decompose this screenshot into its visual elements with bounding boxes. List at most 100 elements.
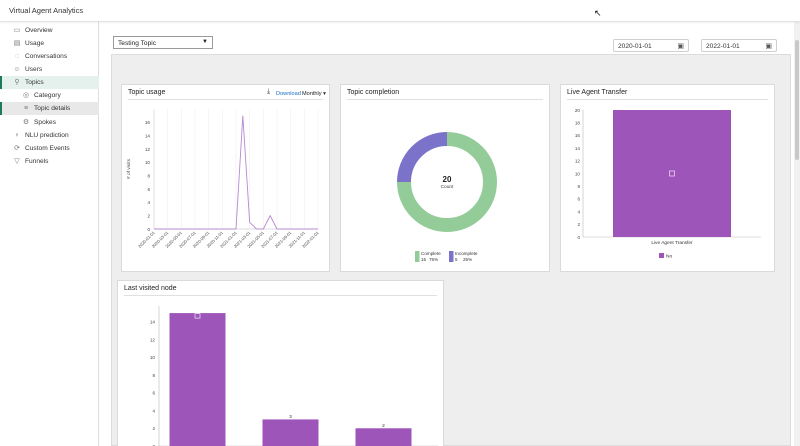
legend-label: No — [666, 254, 672, 260]
sidebar-item-usage[interactable]: ▤ Usage — [0, 37, 99, 50]
start-date-input[interactable]: 2020-01-01 ▣ — [613, 39, 689, 52]
y-tick-label: 14 — [575, 146, 581, 151]
main-area: 2020-01-01 ▣ 2022-01-01 ▣ Testing Topic … — [100, 22, 800, 446]
sidebar-item-category[interactable]: ◎ Category — [0, 89, 99, 102]
topics-icon: ⚲ — [14, 78, 20, 86]
download-icon[interactable]: ⤓ — [267, 88, 271, 95]
y-tick-label: 16 — [145, 120, 151, 125]
legend-label: Incomplete — [455, 251, 478, 256]
topic-usage-card: Topic usage ⤓ Download Monthly ▾ 0 2 4 6 8 10… — [121, 84, 330, 272]
sidebar-item-spokes[interactable]: ⚙ Spokes — [0, 116, 99, 129]
chart-icon: ▤ — [13, 39, 21, 47]
donut-slice-incomplete — [397, 132, 448, 183]
funnel-icon: ▽ — [14, 157, 20, 165]
y-tick-label: 6 — [577, 197, 580, 202]
sidebar-item-custom-events[interactable]: ⟳ Custom Events — [0, 142, 99, 155]
donut-center-label: Count — [441, 184, 454, 190]
donut-center-value: 20 — [443, 175, 452, 184]
y-tick-label: 16 — [575, 133, 581, 138]
divider — [128, 99, 323, 100]
topic-usage-line-chart: 02468101214162020-01-012020-03-012020-05… — [126, 109, 320, 249]
usage-series-line — [154, 115, 318, 230]
sidebar-item-nlu-prediction[interactable]: ♀ NLU prediction — [0, 129, 99, 142]
card-title: Topic completion — [347, 89, 400, 96]
sidebar-item-topics[interactable]: ⚲ Topics — [0, 76, 99, 89]
card-title: Topic usage — [128, 89, 166, 96]
last-visited-node-card: Last visited node 02468101214End3Start2Y… — [117, 280, 444, 446]
sidebar-item-overview[interactable]: ▭ Overview — [0, 24, 99, 37]
card-title: Last visited node — [124, 285, 177, 292]
legend-percent: 25% — [463, 257, 472, 262]
last-visited-node-bar-chart: 02468101214End3Start2Your link — [150, 306, 438, 446]
sidebar-item-label: Funnels — [25, 158, 49, 165]
calendar-icon[interactable]: ▣ — [765, 43, 772, 50]
donut-slice-complete — [397, 132, 497, 232]
end-date-value: 2022-01-01 — [706, 43, 740, 50]
y-tick-label: 12 — [145, 147, 151, 152]
y-tick-label: 4 — [152, 408, 155, 413]
spokes-icon: ⚙ — [22, 118, 30, 126]
sidebar-item-users[interactable]: ☺ Users — [0, 63, 99, 76]
sidebar-item-label: Conversations — [25, 53, 68, 60]
legend-swatch — [659, 253, 664, 258]
live-agent-transfer-card: Live Agent Transfer 0 2 4 6 8 10 12 14 16 18 20 Liv… — [560, 84, 775, 272]
y-tick-label: 10 — [145, 160, 151, 165]
bulb-icon: ♀ — [14, 131, 20, 139]
y-tick-label: 12 — [575, 159, 581, 164]
download-link[interactable]: Download — [276, 91, 301, 97]
y-tick-label: 4 — [577, 209, 580, 214]
topic-select[interactable]: Testing Topic ▼ — [113, 36, 213, 49]
calendar-icon[interactable]: ▣ — [677, 43, 684, 50]
bar-start — [262, 419, 319, 446]
list-icon: ≡ — [23, 104, 29, 112]
main-scrollbar[interactable] — [794, 22, 800, 446]
y-tick-label: 10 — [575, 171, 581, 176]
divider — [124, 295, 437, 296]
bar-end — [169, 313, 226, 446]
y-tick-label: 8 — [577, 184, 580, 189]
end-date-input[interactable]: 2022-01-01 ▣ — [701, 39, 777, 52]
document-icon: ▭ — [13, 26, 21, 34]
app-title: Virtual Agent Analytics — [9, 6, 84, 15]
sidebar-item-funnels[interactable]: ▽ Funnels — [0, 155, 99, 168]
y-tick-label: 10 — [150, 355, 156, 360]
start-date-value: 2020-01-01 — [618, 43, 652, 50]
sidebar: ▭ Overview ▤ Usage ◌ Conversations ☺ Users ⚲… — [0, 22, 99, 446]
legend-value: 15 — [421, 257, 427, 262]
y-tick-label: 14 — [150, 320, 156, 325]
sidebar-item-label: Category — [34, 92, 61, 99]
y-tick-label: 0 — [147, 227, 150, 232]
dashboard-content: Topic usage ⤓ Download Monthly ▾ 0 2 4 6 8 10… — [111, 54, 791, 446]
bar-your-link — [355, 428, 412, 446]
events-icon: ⟳ — [14, 144, 20, 152]
period-select[interactable]: Monthly ▾ — [302, 91, 326, 97]
sidebar-item-topic-details[interactable]: ≡ Topic details — [0, 102, 99, 115]
y-tick-label: 6 — [152, 391, 155, 396]
card-title: Live Agent Transfer — [567, 89, 628, 96]
sidebar-item-conversations[interactable]: ◌ Conversations — [0, 50, 99, 63]
divider — [567, 99, 768, 100]
dropdown-arrow-icon: ▼ — [202, 39, 208, 45]
y-tick-label: 8 — [152, 373, 155, 378]
sidebar-item-label: NLU prediction — [25, 132, 69, 139]
y-tick-label: 4 — [147, 200, 150, 205]
bar-data-label — [194, 313, 201, 319]
title-bar: Virtual Agent Analytics ↖ — [0, 0, 800, 22]
y-tick-label: 6 — [147, 187, 150, 192]
mouse-cursor-icon: ↖ — [594, 8, 602, 18]
y-tick-label: 0 — [577, 235, 580, 240]
y-tick-label: 20 — [575, 108, 581, 113]
legend-swatch — [449, 251, 454, 262]
bar-data-label: 2 — [382, 423, 385, 429]
y-tick-label: 18 — [575, 121, 581, 126]
legend-label: Complete — [421, 251, 441, 256]
scrollbar-thumb[interactable] — [795, 40, 799, 160]
y-axis-label: # of visits — [126, 158, 132, 179]
bar-data-label: 3 — [289, 414, 292, 420]
y-tick-label: 2 — [147, 213, 150, 218]
y-tick-label: 8 — [147, 173, 150, 178]
users-icon: ☺ — [13, 65, 21, 73]
y-tick-label: 0 — [152, 444, 155, 446]
sidebar-item-label: Custom Events — [25, 145, 70, 152]
